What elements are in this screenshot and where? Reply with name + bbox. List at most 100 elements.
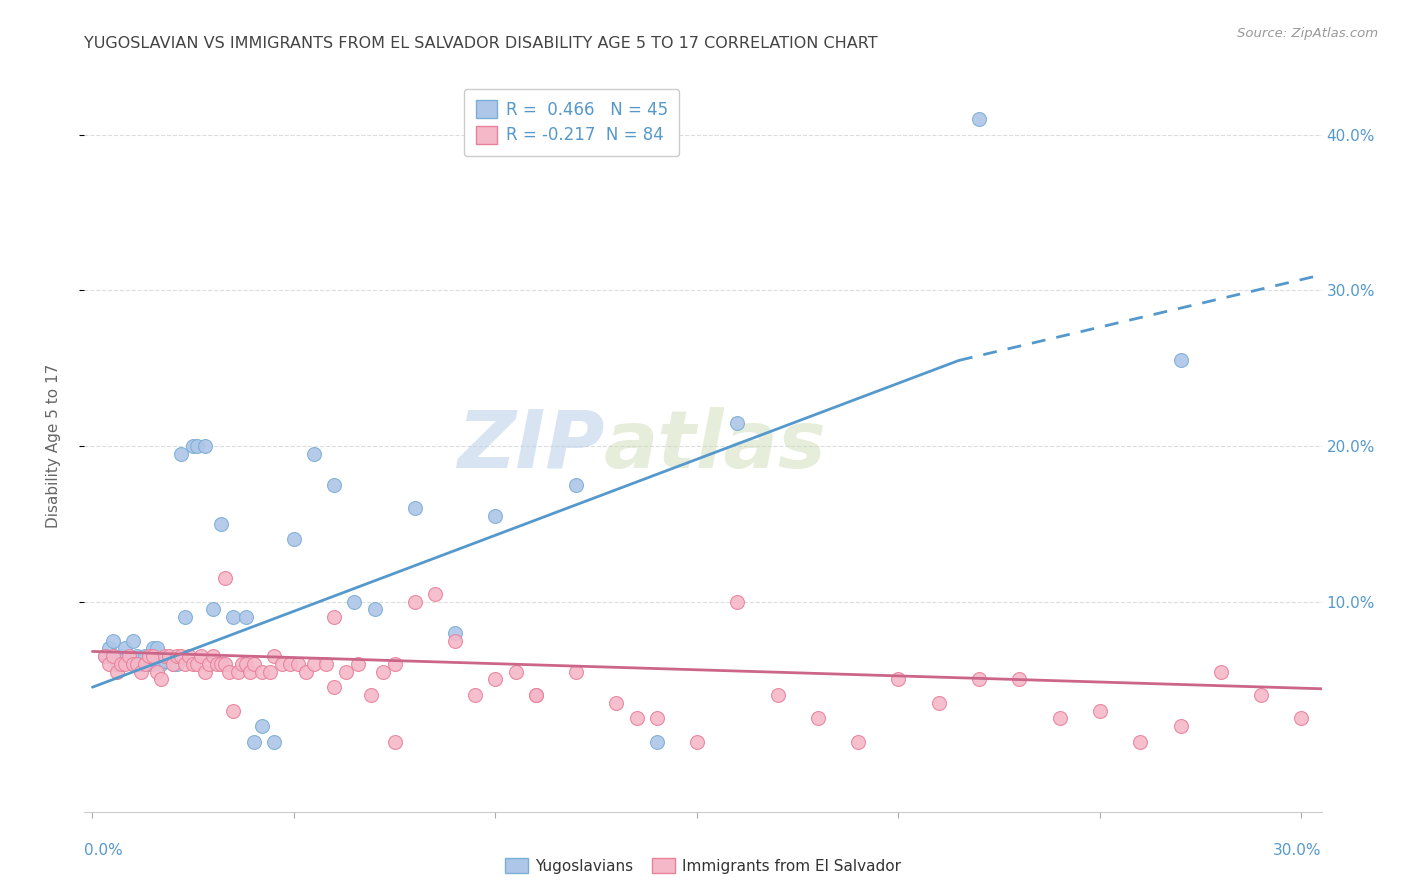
Text: YUGOSLAVIAN VS IMMIGRANTS FROM EL SALVADOR DISABILITY AGE 5 TO 17 CORRELATION CH: YUGOSLAVIAN VS IMMIGRANTS FROM EL SALVAD…: [84, 36, 877, 51]
Point: [194, 665, 217, 679]
Point: [207, 657, 229, 671]
Point: [846, 734, 869, 748]
Point: [287, 657, 309, 671]
Point: [1170, 719, 1192, 733]
Point: [166, 649, 188, 664]
Point: [323, 478, 346, 492]
Point: [807, 711, 830, 725]
Point: [343, 594, 366, 608]
Point: [1088, 704, 1111, 718]
Point: [524, 688, 547, 702]
Point: [125, 649, 148, 664]
Point: [222, 610, 245, 624]
Point: [129, 657, 152, 671]
Point: [259, 665, 281, 679]
Point: [347, 657, 370, 671]
Point: [626, 711, 648, 725]
Point: [1209, 665, 1232, 679]
Point: [105, 665, 128, 679]
Point: [263, 734, 285, 748]
Text: 0.0%: 0.0%: [84, 843, 124, 858]
Point: [186, 657, 208, 671]
Point: [226, 665, 249, 679]
Point: [105, 657, 128, 671]
Point: [162, 657, 184, 671]
Point: [93, 649, 115, 664]
Point: [270, 657, 292, 671]
Text: ZIP: ZIP: [457, 407, 605, 485]
Point: [179, 649, 201, 664]
Point: [97, 657, 120, 671]
Point: [110, 657, 132, 671]
Point: [484, 509, 506, 524]
Point: [181, 657, 204, 671]
Point: [323, 680, 346, 694]
Point: [283, 533, 305, 547]
Point: [239, 665, 262, 679]
Point: [315, 657, 337, 671]
Point: [565, 478, 588, 492]
Point: [214, 571, 236, 585]
Point: [202, 602, 225, 616]
Point: [174, 657, 197, 671]
Point: [335, 665, 357, 679]
Point: [170, 447, 193, 461]
Point: [101, 649, 124, 664]
Point: [93, 649, 115, 664]
Point: [181, 439, 204, 453]
Point: [928, 696, 950, 710]
Point: [142, 657, 165, 671]
Point: [371, 665, 394, 679]
Point: [142, 641, 165, 656]
Point: [198, 657, 221, 671]
Point: [138, 649, 160, 664]
Point: [235, 610, 257, 624]
Point: [121, 657, 143, 671]
Point: [404, 501, 426, 516]
Point: [97, 641, 120, 656]
Legend: Yugoslavians, Immigrants from El Salvador: Yugoslavians, Immigrants from El Salvado…: [499, 852, 907, 880]
Point: [464, 688, 486, 702]
Point: [967, 112, 990, 127]
Point: [209, 657, 232, 671]
Text: Source: ZipAtlas.com: Source: ZipAtlas.com: [1237, 27, 1378, 40]
Point: [295, 665, 318, 679]
Point: [725, 416, 748, 430]
Point: [725, 594, 748, 608]
Point: [524, 688, 547, 702]
Point: [444, 625, 467, 640]
Point: [162, 657, 184, 671]
Point: [278, 657, 301, 671]
Point: [302, 447, 325, 461]
Point: [484, 673, 506, 687]
Point: [166, 657, 188, 671]
Point: [1129, 734, 1152, 748]
Point: [384, 657, 406, 671]
Point: [1049, 711, 1071, 725]
Point: [118, 649, 141, 664]
Text: atlas: atlas: [605, 407, 827, 485]
Legend: R =  0.466   N = 45, R = -0.217  N = 84: R = 0.466 N = 45, R = -0.217 N = 84: [464, 88, 679, 156]
Point: [153, 654, 176, 668]
Point: [222, 704, 245, 718]
Point: [360, 688, 382, 702]
Point: [444, 633, 467, 648]
Point: [1291, 711, 1313, 725]
Point: [125, 657, 148, 671]
Point: [129, 665, 152, 679]
Point: [686, 734, 709, 748]
Point: [110, 649, 132, 664]
Point: [134, 657, 156, 671]
Point: [142, 649, 165, 664]
Point: [101, 633, 124, 648]
Point: [404, 594, 426, 608]
Point: [114, 657, 136, 671]
Point: [242, 657, 264, 671]
Point: [565, 665, 588, 679]
Point: [153, 649, 176, 664]
Y-axis label: Disability Age 5 to 17: Disability Age 5 to 17: [46, 364, 60, 528]
Point: [645, 711, 668, 725]
Point: [250, 665, 273, 679]
Point: [218, 665, 240, 679]
Point: [235, 657, 257, 671]
